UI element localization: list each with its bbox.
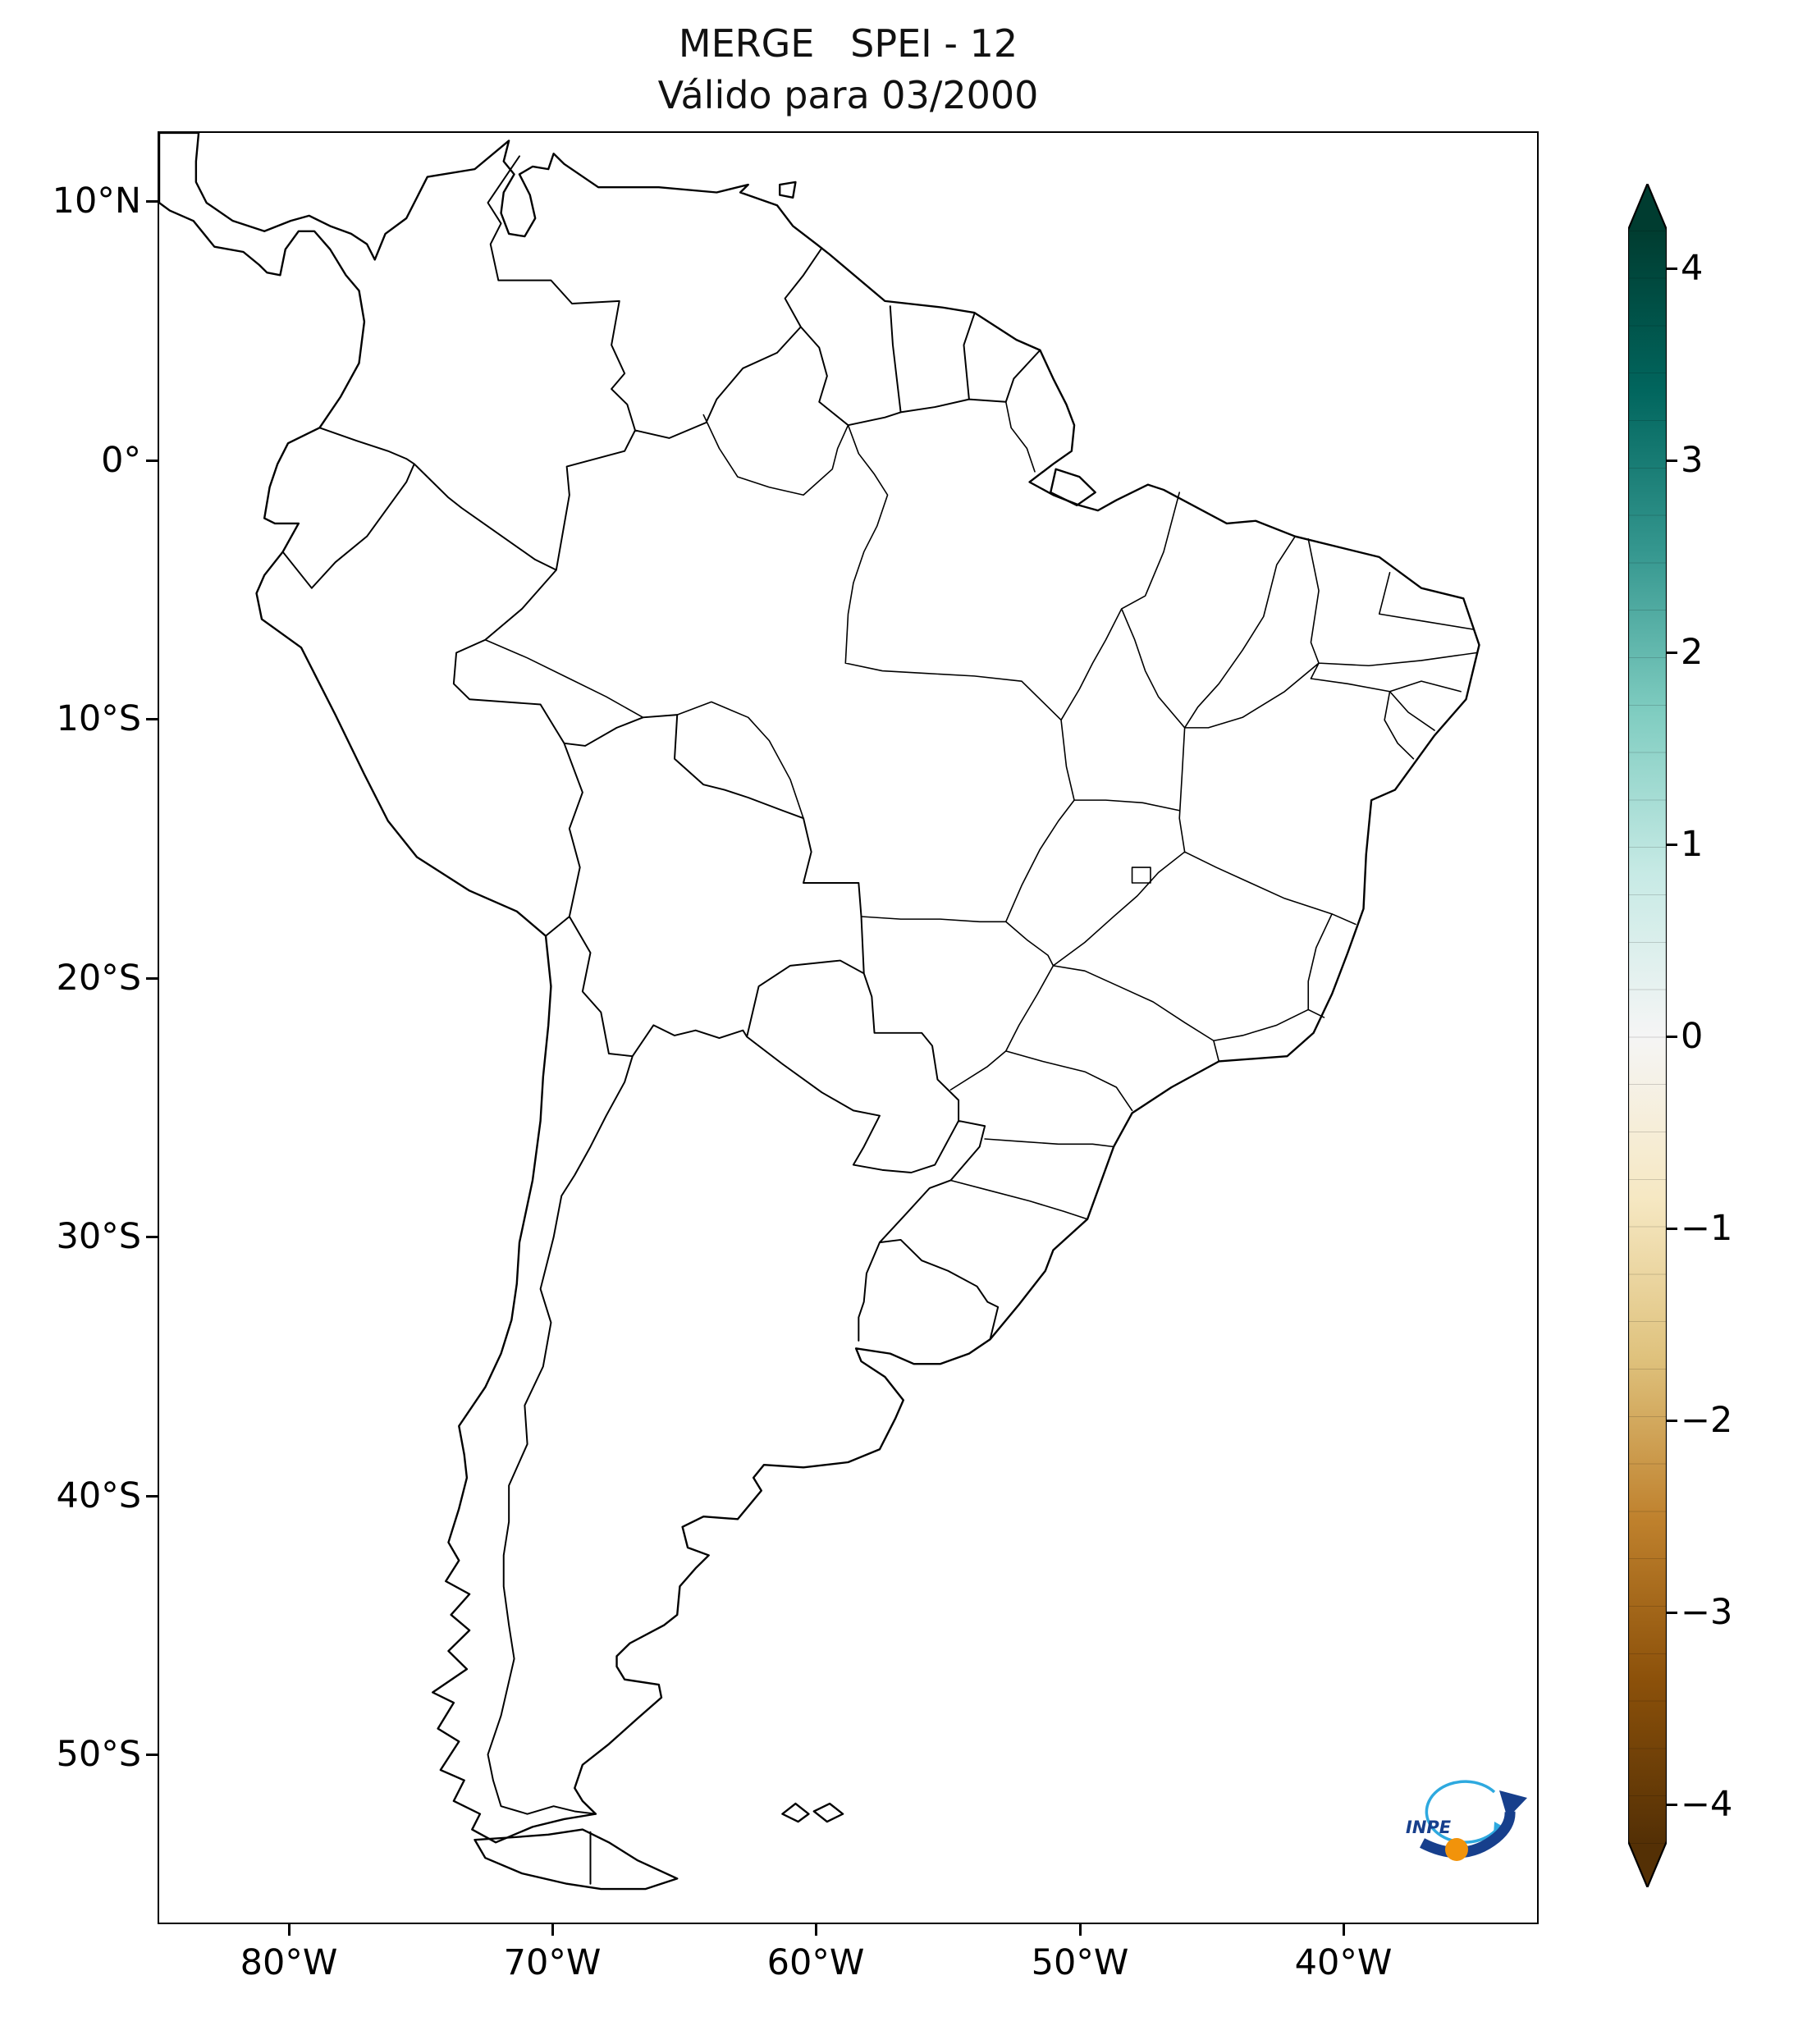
colorbar-tick-mark: [1667, 1803, 1677, 1806]
y-tick-mark: [146, 717, 158, 720]
x-axis-tick-label: 70°W: [503, 1942, 602, 1983]
colorbar-tick-mark: [1667, 1611, 1677, 1614]
y-tick-mark: [146, 199, 158, 203]
y-tick-mark: [146, 1235, 158, 1238]
y-tick-mark: [146, 976, 158, 980]
figure-title: MERGE SPEI - 12: [678, 21, 1018, 66]
y-tick-mark: [146, 459, 158, 462]
coastline-path: [159, 133, 1480, 1844]
up-arrow-icon: [1420, 1790, 1527, 1859]
title-block: MERGE SPEI - 12 Válido para 03/2000: [158, 18, 1539, 122]
inpe-logo-graphic: INPE: [1406, 1780, 1527, 1861]
brazil-state-borders-path: [484, 400, 1478, 1220]
colorbar-tick-label: 2: [1681, 632, 1704, 673]
colorbar-tick-label: 4: [1681, 248, 1704, 289]
x-tick-mark: [551, 1924, 554, 1936]
country-borders-path: [281, 155, 1041, 1885]
x-axis-tick-label: 50°W: [1031, 1942, 1129, 1983]
y-axis-tick-label: 50°S: [56, 1734, 141, 1775]
colorbar-tick-label: −2: [1681, 1400, 1733, 1441]
colorbar-tick-mark: [1667, 1419, 1677, 1422]
south-america-map: [159, 133, 1480, 1891]
colorbar-tick-label: 0: [1681, 1016, 1704, 1057]
x-axis-tick-label: 40°W: [1294, 1942, 1393, 1983]
inpe-logo-text: INPE: [1406, 1818, 1452, 1837]
x-axis-tick-label: 60°W: [766, 1942, 865, 1983]
colorbar-tick-label: 1: [1681, 824, 1704, 865]
figure-subtitle: Válido para 03/2000: [657, 73, 1039, 118]
orange-globe-icon: [1445, 1838, 1468, 1861]
y-axis-tick-label: 30°S: [56, 1216, 141, 1257]
islands-path: [474, 181, 1096, 1891]
x-tick-mark: [814, 1924, 817, 1936]
colorbar-tick-label: −1: [1681, 1208, 1733, 1249]
x-axis-tick-label: 80°W: [240, 1942, 338, 1983]
colorbar: [1628, 184, 1667, 1887]
map-plot-area: [158, 131, 1539, 1924]
y-axis-tick-label: 10°S: [56, 698, 141, 739]
y-tick-mark: [146, 1494, 158, 1498]
colorbar-tick-label: −3: [1681, 1592, 1733, 1633]
x-tick-mark: [1342, 1924, 1345, 1936]
y-axis-tick-label: 0°: [101, 440, 141, 481]
colorbar-step-lines: [1628, 184, 1667, 1887]
colorbar-tick-mark: [1667, 843, 1677, 846]
colorbar-tick-mark: [1667, 267, 1677, 270]
colorbar-tick-mark: [1667, 1035, 1677, 1038]
y-tick-mark: [146, 1753, 158, 1756]
colorbar-tick-mark: [1667, 651, 1677, 654]
colorbar-tick-mark: [1667, 459, 1677, 462]
y-axis-tick-label: 20°S: [56, 958, 141, 999]
x-tick-mark: [1078, 1924, 1082, 1936]
y-axis-tick-label: 10°N: [52, 181, 141, 222]
colorbar-tick-label: 3: [1681, 440, 1704, 481]
y-axis-tick-label: 40°S: [56, 1475, 141, 1516]
colorbar-tick-mark: [1667, 1227, 1677, 1230]
colorbar-tick-label: −4: [1681, 1784, 1733, 1825]
inpe-logo: INPE: [1398, 1777, 1539, 1871]
x-tick-mark: [287, 1924, 291, 1936]
